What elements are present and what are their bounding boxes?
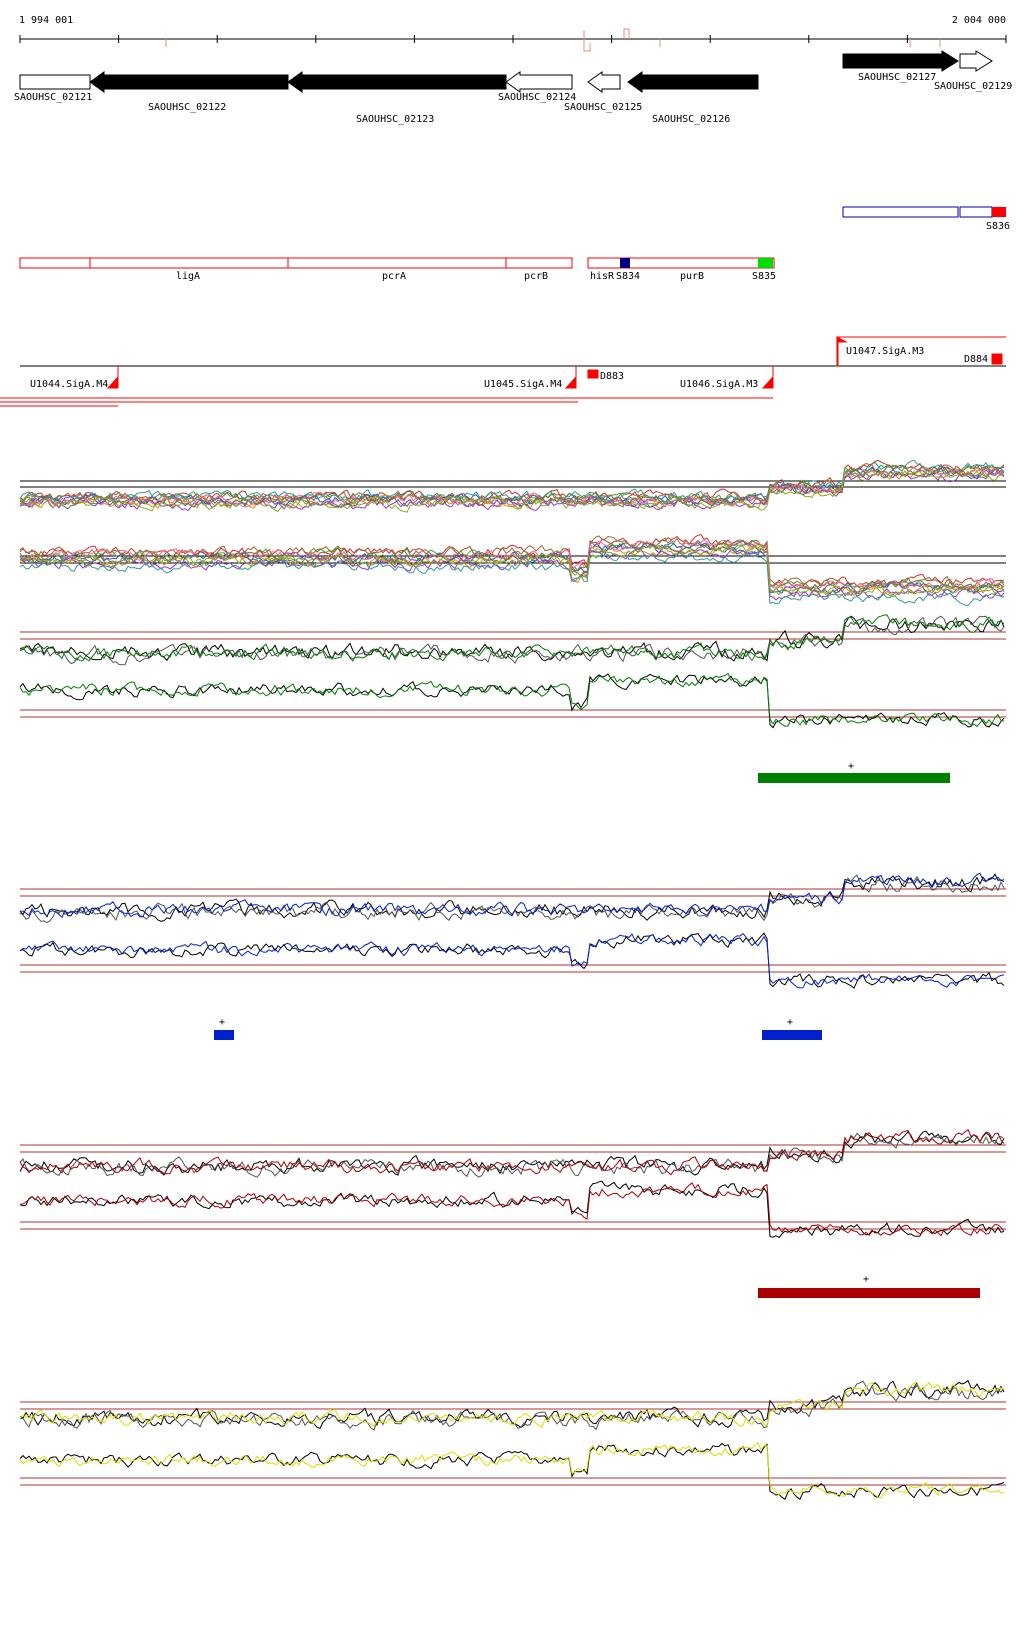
- trace-bottom: [19, 1441, 1005, 1499]
- gene-SAOUHSC_02122[interactable]: SAOUHSC_02122: [89, 71, 289, 113]
- svg-text:hisR: hisR: [590, 271, 615, 282]
- coordinate-ruler: 1 994 001 2 004 000: [19, 15, 1007, 52]
- trace-bottom: [19, 932, 1005, 989]
- annotation-track-top: S836: [842, 206, 1010, 232]
- feature-S836[interactable]: [992, 207, 1006, 217]
- overlay-bottom-trace: [19, 544, 1005, 598]
- green-panel: +: [19, 614, 1006, 783]
- svg-text:SAOUHSC_02129: SAOUHSC_02129: [934, 81, 1012, 92]
- promoter-U1046[interactable]: U1046.SigA.M3: [680, 379, 758, 390]
- trace-top-reference: [19, 615, 1005, 662]
- segment-bar[interactable]: [214, 1030, 234, 1040]
- segment-strand-marker: +: [848, 761, 854, 772]
- feature-S834[interactable]: [620, 258, 630, 268]
- feature-S835[interactable]: [758, 258, 773, 268]
- overlay-bottom-trace: [19, 550, 1005, 607]
- svg-text:S836: S836: [986, 221, 1010, 232]
- promoter-U1047[interactable]: U1047.SigA.M3: [846, 346, 924, 357]
- trace-top: [19, 1128, 1005, 1176]
- gene-SAOUHSC_02129[interactable]: SAOUHSC_02129: [934, 50, 1012, 92]
- terminator-D884[interactable]: D884: [964, 354, 988, 365]
- svg-text:SAOUHSC_02124: SAOUHSC_02124: [498, 92, 576, 103]
- overlay-top-trace: [19, 466, 1005, 510]
- overlay-top-trace: [19, 459, 1005, 503]
- gene-SAOUHSC_02121[interactable]: SAOUHSC_02121: [14, 74, 92, 103]
- trace-top: [19, 614, 1005, 662]
- trace-bottom: [19, 672, 1005, 728]
- overlay-bottom-trace: [19, 538, 1005, 591]
- trace-top-reference: [19, 1130, 1005, 1176]
- svg-text:SAOUHSC_02123: SAOUHSC_02123: [356, 114, 434, 125]
- segment-bar[interactable]: [758, 1288, 980, 1298]
- trace-top-reference: [19, 615, 1005, 666]
- gene-SAOUHSC_02124[interactable]: SAOUHSC_02124: [498, 71, 576, 103]
- yellow-panel: [19, 1379, 1006, 1500]
- svg-text:SAOUHSC_02127: SAOUHSC_02127: [858, 72, 936, 83]
- svg-text:SAOUHSC_02122: SAOUHSC_02122: [148, 102, 226, 113]
- svg-text:S834: S834: [616, 271, 640, 282]
- promoter-U1045[interactable]: U1045.SigA.M4: [484, 379, 562, 390]
- svg-text:SAOUHSC_02121: SAOUHSC_02121: [14, 92, 92, 103]
- promoter-U1044[interactable]: U1044.SigA.M4: [30, 379, 108, 390]
- trace-top: [19, 1381, 1005, 1429]
- overlay-top-trace: [19, 469, 1005, 513]
- gene-SAOUHSC_02125[interactable]: SAOUHSC_02125: [564, 71, 642, 113]
- svg-text:SAOUHSC_02125: SAOUHSC_02125: [564, 102, 642, 113]
- svg-text:S835: S835: [752, 271, 776, 282]
- overlay-bottom-trace: [19, 534, 1005, 587]
- blue-panel: + +: [19, 872, 1006, 1040]
- segment-bar[interactable]: [758, 773, 950, 783]
- segment-strand-marker: +: [863, 1274, 869, 1285]
- overlay-top-trace: [19, 459, 1005, 505]
- gene-SAOUHSC_02123[interactable]: SAOUHSC_02123: [287, 71, 507, 125]
- terminator-D883[interactable]: D883: [600, 371, 624, 382]
- trace-bottom-reference: [19, 673, 1005, 729]
- ruler-start-label: 1 994 001: [19, 15, 73, 26]
- svg-text:pcrB: pcrB: [524, 271, 548, 282]
- svg-text:ligA: ligA: [176, 271, 200, 282]
- segment-strand-marker: +: [219, 1017, 225, 1028]
- gene-SAOUHSC_02126[interactable]: SAOUHSC_02126: [627, 71, 759, 125]
- segment-strand-marker: +: [787, 1017, 793, 1028]
- trace-bottom-reference: [19, 1442, 1005, 1500]
- trace-top-reference: [19, 1132, 1005, 1178]
- gene-SAOUHSC_02127[interactable]: SAOUHSC_02127: [842, 50, 959, 83]
- trace-bottom: [19, 1182, 1005, 1237]
- trace-top-reference: [19, 1379, 1005, 1430]
- annotation-track-genes: ligA pcrA pcrB hisR S834 purB S835: [19, 257, 776, 282]
- promoter-track: U1044.SigA.M4 U1045.SigA.M4 D883 U1046.S…: [0, 336, 1006, 407]
- segment-bar[interactable]: [762, 1030, 822, 1040]
- svg-text:SAOUHSC_02126: SAOUHSC_02126: [652, 114, 730, 125]
- svg-text:purB: purB: [680, 271, 704, 282]
- trace-top: [19, 872, 1005, 919]
- svg-text:pcrA: pcrA: [382, 271, 406, 282]
- trace-bottom-reference: [19, 1180, 1005, 1239]
- red-panel: +: [19, 1128, 1006, 1298]
- overlay-bottom-trace: [19, 540, 1005, 594]
- gene-track: SAOUHSC_02121 SAOUHSC_02122 SAOUHSC_0212…: [14, 50, 1012, 125]
- overlay-expression-panel: [19, 459, 1006, 607]
- trace-bottom-reference: [19, 932, 1005, 989]
- ruler-end-label: 2 004 000: [952, 15, 1006, 26]
